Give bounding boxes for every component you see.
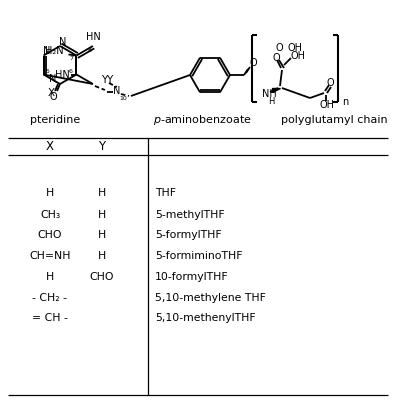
Text: O: O [275, 43, 283, 53]
Text: HN: HN [55, 70, 70, 80]
Text: polyglutamyl chain: polyglutamyl chain [281, 115, 387, 125]
Text: 5: 5 [46, 69, 50, 74]
Text: X: X [48, 88, 55, 98]
Text: H: H [46, 272, 54, 282]
Text: 8: 8 [88, 48, 92, 54]
Text: CHO: CHO [38, 230, 62, 240]
Text: N: N [113, 86, 121, 96]
Text: 10-formylTHF: 10-formylTHF [155, 272, 228, 282]
Text: Y: Y [99, 140, 106, 152]
Text: O: O [49, 92, 57, 102]
Text: HN: HN [86, 32, 100, 42]
Text: NH: NH [262, 89, 277, 99]
Text: OH: OH [291, 51, 305, 61]
Text: = CH -: = CH - [32, 313, 68, 323]
Text: H: H [46, 188, 54, 198]
Text: H: H [268, 96, 274, 106]
Text: CHO: CHO [90, 272, 114, 282]
Text: 5-formylTHF: 5-formylTHF [155, 230, 222, 240]
Text: - CH₂ -: - CH₂ - [32, 293, 67, 303]
Text: 5,10-methenylTHF: 5,10-methenylTHF [155, 313, 256, 323]
Text: X: X [46, 140, 54, 152]
Text: Y: Y [101, 75, 107, 85]
Text: OH: OH [287, 43, 303, 53]
Text: THF: THF [155, 188, 176, 198]
Text: N: N [43, 46, 50, 56]
Text: 5,10-methylene THF: 5,10-methylene THF [155, 293, 266, 303]
Text: pteridine: pteridine [30, 115, 80, 125]
Text: H: H [98, 251, 106, 261]
Text: CH=NH: CH=NH [29, 251, 71, 261]
Text: $p$-aminobenzoate: $p$-aminobenzoate [152, 113, 251, 127]
Text: n: n [342, 97, 348, 107]
Text: O: O [326, 78, 334, 88]
Text: H: H [98, 230, 106, 240]
Text: 10: 10 [119, 96, 127, 100]
Text: O: O [249, 58, 257, 68]
Text: OH: OH [320, 100, 335, 110]
Text: 7: 7 [69, 56, 73, 61]
Polygon shape [272, 88, 280, 92]
Text: CH₃: CH₃ [40, 210, 60, 220]
Text: Y: Y [106, 75, 112, 85]
Text: N: N [49, 74, 56, 84]
Text: 5-formiminoTHF: 5-formiminoTHF [155, 251, 242, 261]
Text: 6: 6 [69, 69, 72, 74]
Text: 5-methylTHF: 5-methylTHF [155, 210, 225, 220]
Text: N: N [59, 37, 67, 47]
Text: H₂N: H₂N [45, 46, 64, 56]
Text: O: O [272, 53, 280, 63]
Text: H: H [98, 210, 106, 220]
Text: H: H [98, 188, 106, 198]
